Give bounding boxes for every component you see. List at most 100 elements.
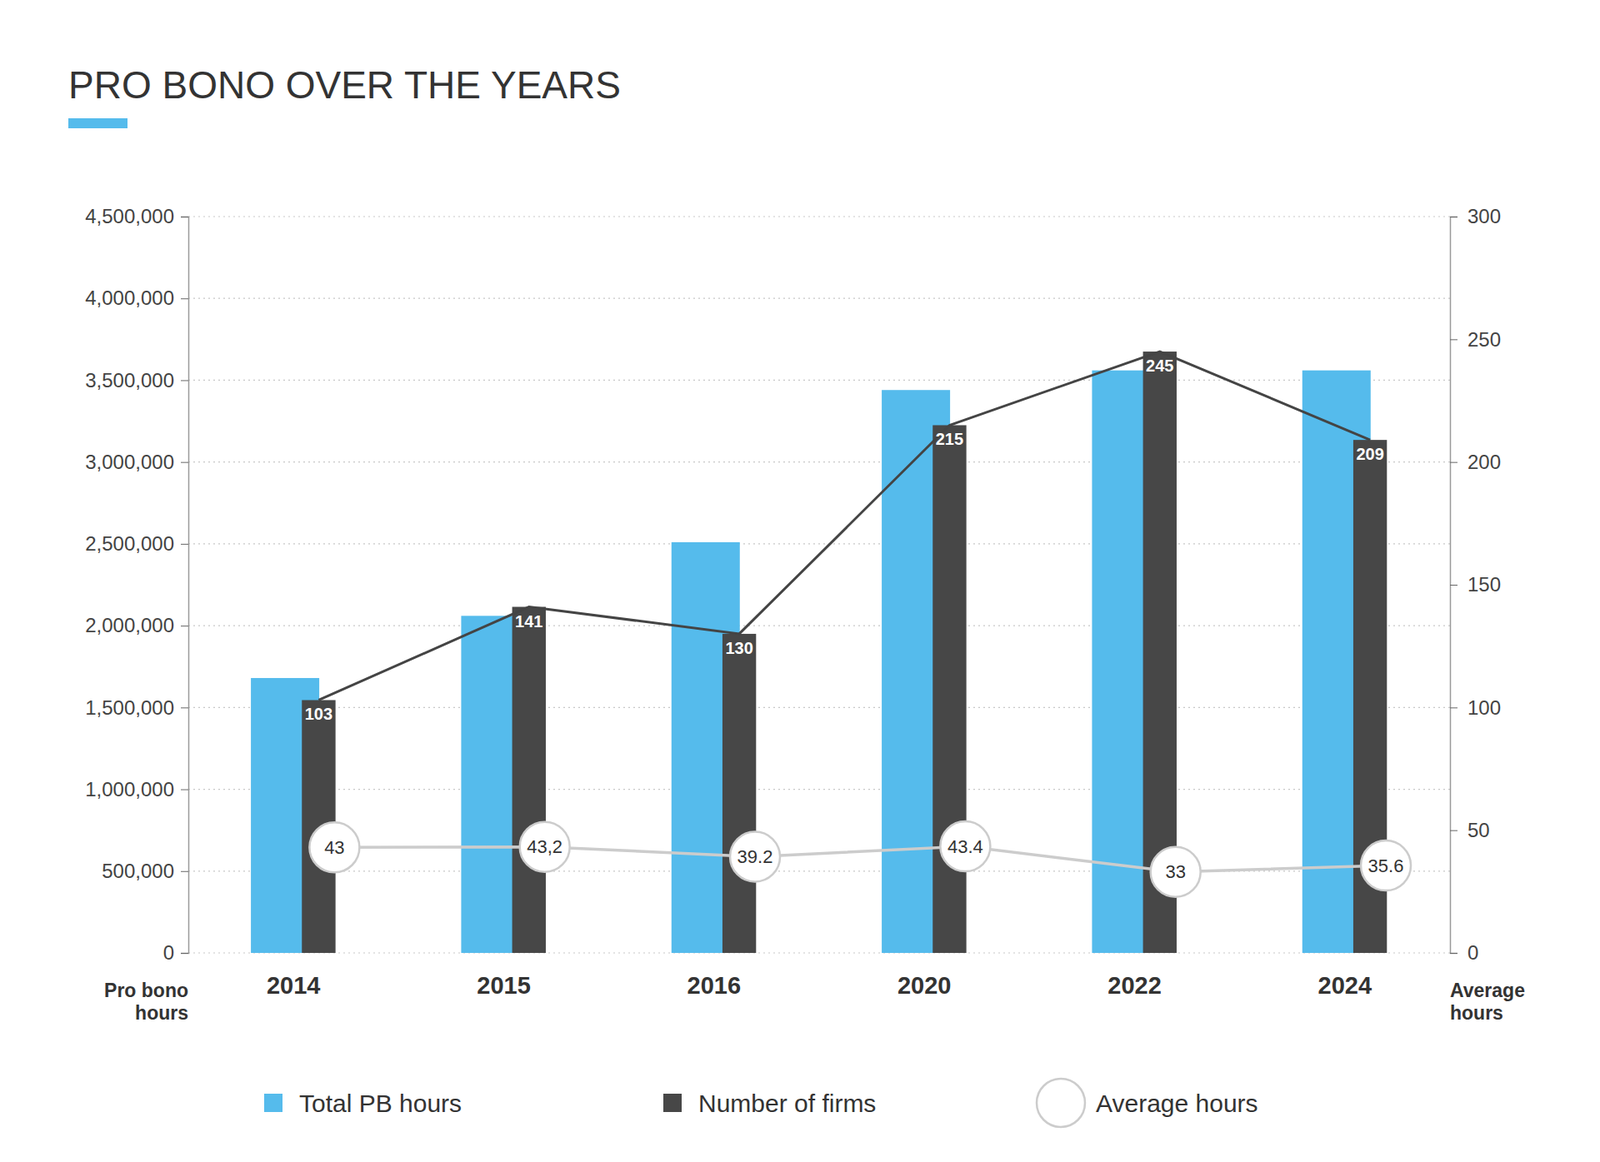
tick-label: 2015	[476, 972, 531, 1000]
tick-label: 1,500,000	[85, 696, 175, 720]
grid	[188, 216, 1450, 954]
legend: Total PB hoursNumber of firmsAverage hou…	[264, 1079, 1259, 1128]
tick: 0	[1450, 941, 1479, 965]
tick-mark	[180, 625, 189, 627]
tick: 50	[1450, 819, 1490, 842]
tick-label: 3,500,000	[85, 369, 175, 392]
tick-mark	[1450, 216, 1458, 218]
y2-axis: 0 50 100 150 200 250 300	[1450, 205, 1501, 965]
tick-label: 50	[1467, 819, 1490, 842]
marker	[520, 822, 570, 873]
tick-mark	[180, 380, 189, 381]
series-line	[318, 351, 1370, 700]
marks	[250, 351, 1411, 954]
tick: 2014	[266, 972, 321, 1000]
tick-mark	[180, 871, 189, 873]
tick-label: 100	[1467, 696, 1501, 720]
data-label: 245	[1145, 356, 1174, 375]
legend-label: Total PB hours	[299, 1090, 462, 1118]
tick: 3,000,000	[85, 450, 189, 474]
tick: 2022	[1107, 972, 1162, 1000]
axis-line	[1450, 217, 1459, 955]
legend-swatch	[663, 1094, 682, 1113]
tick-mark	[1450, 830, 1458, 832]
data-label: 39.2	[737, 846, 774, 868]
legend-swatch	[1036, 1079, 1085, 1128]
y-axis: 0 500,000 1,000,000 1,500,000 2,000,000 2,500…	[85, 205, 189, 965]
legend-label: Number of firms	[698, 1090, 876, 1118]
bar	[722, 634, 756, 954]
data-label: 215	[935, 430, 964, 449]
tick: 0	[163, 941, 189, 965]
tick: 200	[1450, 450, 1501, 474]
tick-label: 2016	[687, 972, 742, 1000]
tick: 300	[1450, 205, 1501, 228]
tick-mark	[180, 707, 189, 709]
tick: 150	[1450, 573, 1501, 596]
bar	[512, 607, 546, 954]
tick-mark	[180, 790, 189, 791]
data-label: 43	[324, 837, 345, 859]
tick-label: 4,000,000	[85, 286, 175, 310]
tick-label: 3,000,000	[85, 450, 175, 474]
chart: PRO BONO OVER THE YEARS0500,0001,000,000…	[0, 0, 1600, 1162]
tick: 2024	[1318, 972, 1373, 1000]
marker	[1150, 847, 1201, 898]
grid-line	[188, 789, 1450, 790]
tick-label: 2022	[1107, 972, 1162, 1000]
tick-mark	[1450, 707, 1458, 709]
grid-line	[188, 625, 1450, 627]
data-label: 43,2	[526, 836, 563, 858]
tick-mark	[180, 298, 189, 300]
data-label: 209	[1355, 445, 1384, 464]
data-label: 103	[305, 705, 333, 724]
tick: 3,500,000	[85, 369, 189, 392]
tick-label: 2,000,000	[85, 614, 175, 637]
tick-label: 300	[1467, 205, 1501, 228]
data-label: 33	[1165, 861, 1185, 883]
grid-line	[188, 707, 1450, 709]
grid-line	[188, 952, 1450, 954]
tick-label: 0	[163, 941, 175, 965]
tick: 2,000,000	[85, 614, 189, 637]
legend-item: Number of firms	[663, 1090, 876, 1118]
tick: 2015	[476, 972, 531, 1000]
axis-title: Averagehours	[1450, 980, 1525, 1025]
tick: 4,000,000	[85, 286, 189, 310]
tick: 250	[1450, 328, 1501, 351]
tick-mark	[180, 953, 189, 955]
tick: 1,500,000	[85, 696, 189, 720]
tick-mark	[1450, 339, 1458, 340]
tick-mark	[1450, 585, 1458, 586]
legend-swatch	[264, 1094, 283, 1113]
bar	[932, 425, 966, 954]
tick-label: 2014	[266, 972, 321, 1000]
tick: 100	[1450, 696, 1501, 720]
tick: 2,500,000	[85, 532, 189, 555]
tick-mark	[180, 462, 189, 464]
grid-line	[188, 215, 1450, 217]
tick-mark	[180, 544, 189, 545]
tick-label: 0	[1467, 941, 1479, 965]
marker	[309, 822, 360, 873]
tick-label: 1,000,000	[85, 778, 175, 801]
tick-label: 250	[1467, 328, 1501, 351]
data-label: 130	[725, 639, 753, 658]
tick-label: 200	[1467, 450, 1501, 474]
legend-item: Total PB hours	[264, 1090, 462, 1118]
marker	[940, 821, 990, 872]
grid-line	[188, 543, 1450, 545]
tick-label: 500,000	[101, 860, 175, 883]
tick: 1,000,000	[85, 778, 189, 801]
tick: 2016	[687, 972, 742, 1000]
tick-mark	[1450, 953, 1458, 955]
data-label: 141	[515, 612, 543, 631]
marker	[730, 831, 780, 882]
data-labels: 1031411302152452094343,239.243.43335.6	[305, 356, 1405, 883]
data-label: 35.6	[1368, 855, 1405, 877]
x-axis: 201420152016202020222024	[266, 972, 1372, 1000]
tick-label: 150	[1467, 573, 1501, 596]
tick-label: 2024	[1318, 972, 1373, 1000]
tick-mark	[1450, 462, 1458, 464]
tick: 500,000	[101, 860, 189, 883]
